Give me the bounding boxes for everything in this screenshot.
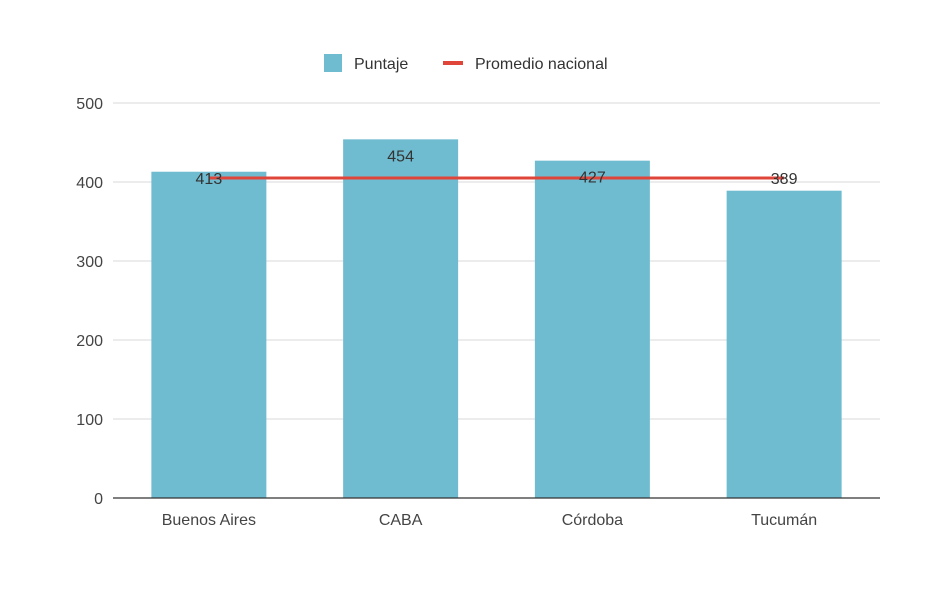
legend: Puntaje Promedio nacional — [324, 54, 608, 73]
data-label: 427 — [579, 170, 606, 187]
y-tick-label: 0 — [94, 491, 103, 508]
x-tick-label: CABA — [379, 512, 423, 529]
legend-swatch-bar — [324, 54, 342, 72]
bars — [151, 139, 842, 499]
bar — [343, 139, 459, 498]
data-labels: 413 454 427 389 — [196, 148, 798, 188]
y-tick-label: 400 — [76, 175, 103, 192]
legend-label: Puntaje — [354, 56, 408, 73]
data-label: 454 — [387, 148, 414, 165]
data-label: 413 — [196, 171, 223, 188]
x-axis: Buenos Aires CABA Córdoba Tucumán — [113, 497, 880, 529]
x-tick-label: Córdoba — [562, 512, 623, 529]
data-label: 389 — [771, 171, 798, 188]
y-tick-label: 300 — [76, 254, 103, 271]
x-tick-label: Buenos Aires — [162, 512, 256, 529]
legend-label: Promedio nacional — [475, 56, 608, 73]
x-tick-label: Tucumán — [751, 512, 817, 529]
y-tick-label: 100 — [76, 412, 103, 429]
y-axis: 0 100 200 300 400 500 — [76, 96, 103, 508]
bar — [534, 160, 650, 499]
y-tick-label: 200 — [76, 333, 103, 350]
bar — [726, 190, 842, 498]
bar — [151, 171, 267, 499]
y-tick-label: 500 — [76, 96, 103, 113]
